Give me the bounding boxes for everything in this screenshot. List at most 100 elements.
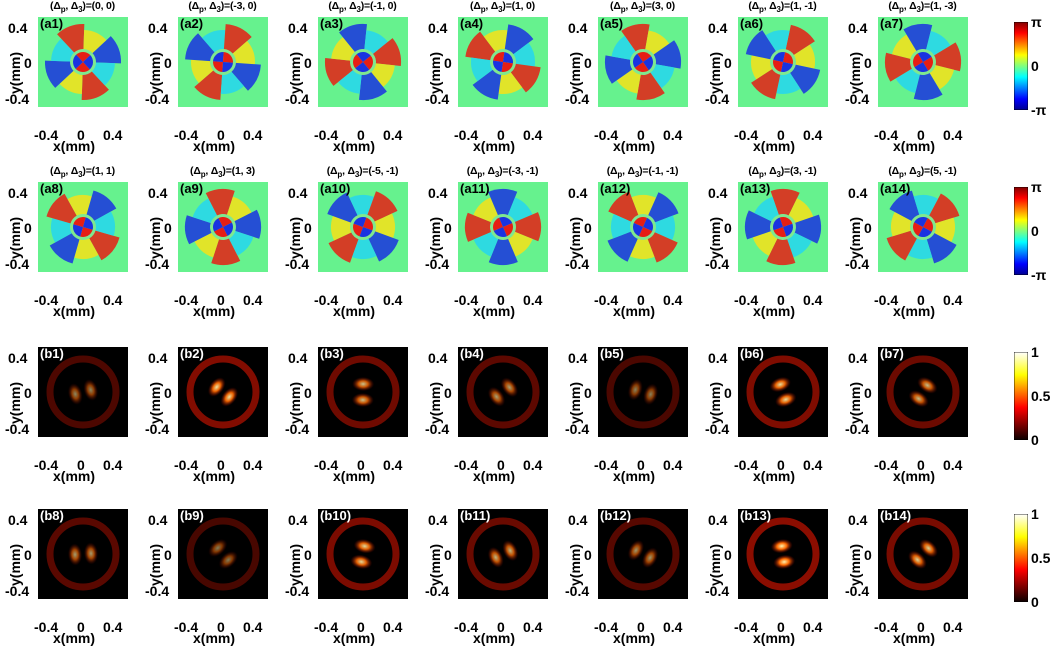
colorbar-tick-label: π: [1031, 14, 1042, 30]
x-axis-label: x(mm): [613, 468, 656, 484]
phase-map: [598, 17, 688, 107]
subplot: (b5) 0.4 0 -0.4 -0.4 0 0.4 y(mm) x(mm): [560, 330, 689, 484]
panel-label: (b9): [180, 508, 204, 523]
panel-title: (Δp, Δ3)=(-3, 0): [188, 0, 257, 15]
subplot: (Δp, Δ3)=(3, 0) (a5) 0.4 0 -0.4 -0.4 0 0.4 y(mm)…: [560, 0, 689, 154]
y-axis-label: y(mm): [707, 51, 723, 94]
x-tick-label: 0.4: [943, 619, 963, 635]
y-tick-label: 0: [304, 547, 312, 563]
x-tick-label: 0.4: [103, 457, 123, 473]
x-tick-label: 0.4: [103, 619, 123, 635]
y-tick-label: -0.4: [705, 421, 730, 437]
y-tick-label: -0.4: [705, 91, 730, 107]
y-tick-label: -0.4: [285, 421, 310, 437]
subplot: (Δp, Δ3)=(-3, 0) (a2) 0.4 0 -0.4 -0.4 0 0.4 y(mm…: [140, 0, 269, 154]
subplot: (b7) 0.4 0 -0.4 -0.4 0 0.4 y(mm) x(mm): [840, 330, 969, 484]
x-tick-label: 0: [777, 619, 785, 635]
y-tick-label: 0: [864, 385, 872, 401]
y-tick-label: 0: [864, 547, 872, 563]
x-tick-label: 0: [777, 457, 785, 473]
panel-title: (Δp, Δ3)=(1, 3): [190, 165, 255, 180]
intensity-map: [38, 509, 128, 599]
x-axis-label: x(mm): [893, 468, 936, 484]
y-tick-label: -0.4: [285, 256, 310, 272]
y-tick-label: 0.4: [708, 185, 728, 201]
y-tick-label: 0.4: [708, 350, 728, 366]
x-tick-label: 0: [637, 457, 645, 473]
y-axis-label: y(mm): [147, 543, 163, 586]
y-tick-label: 0: [444, 220, 452, 236]
panel-label: (a14): [880, 181, 911, 196]
x-tick-label: 0: [637, 292, 645, 308]
x-tick-label: 0: [917, 619, 925, 635]
y-tick-label: -0.4: [705, 256, 730, 272]
x-tick-label: 0: [77, 457, 85, 473]
x-tick-label: 0.4: [243, 457, 263, 473]
y-tick-label: 0.4: [568, 185, 588, 201]
colorbar-tick-label: 0: [1031, 432, 1039, 448]
y-axis-label: y(mm): [847, 51, 863, 94]
panel-title: (Δp, Δ3)=(3, -1): [748, 165, 817, 180]
x-tick-label: -0.4: [874, 457, 899, 473]
intensity-map: [38, 347, 128, 437]
x-tick-label: 0.4: [383, 457, 403, 473]
panel-label: (a4): [460, 16, 484, 31]
panel-label: (a5): [600, 16, 624, 31]
x-tick-label: 0.4: [383, 127, 403, 143]
x-axis-label: x(mm): [613, 303, 656, 319]
subplot: (Δp, Δ3)=(1, -1) (a6) 0.4 0 -0.4 -0.4 0 0.4 y(mm…: [700, 0, 829, 154]
x-tick-label: -0.4: [874, 619, 899, 635]
y-axis-label: y(mm): [427, 51, 443, 94]
x-axis-label: x(mm): [333, 138, 376, 154]
y-tick-label: 0: [24, 220, 32, 236]
y-axis-label: y(mm): [7, 216, 23, 259]
colorbar-tick-label: 0: [1031, 594, 1039, 610]
y-axis-label: y(mm): [147, 51, 163, 94]
panel-label: (a12): [600, 181, 631, 196]
intensity-map: [318, 509, 408, 599]
subplot: (Δp, Δ3)=(1, 0) (a4) 0.4 0 -0.4 -0.4 0 0.4 y(mm)…: [420, 0, 549, 154]
x-tick-label: -0.4: [314, 292, 339, 308]
panel-title: (Δp, Δ3)=(1, 1): [50, 165, 115, 180]
y-tick-label: 0.4: [8, 185, 28, 201]
y-tick-label: 0.4: [568, 350, 588, 366]
subplot: (Δp, Δ3)=(3, -1) (a13) 0.4 0 -0.4 -0.4 0 0.4 y(m…: [700, 165, 829, 319]
x-tick-label: 0: [77, 127, 85, 143]
colorbar-tick-label: 0: [1031, 223, 1039, 239]
y-axis-label: y(mm): [287, 543, 303, 586]
x-tick-label: 0.4: [943, 457, 963, 473]
y-tick-label: 0: [864, 220, 872, 236]
y-tick-label: 0.4: [428, 350, 448, 366]
x-tick-label: 0: [497, 127, 505, 143]
colorbar-tick-label: 0.5: [1031, 550, 1051, 566]
subplot: (Δp, Δ3)=(1, 1) (a8) 0.4 0 -0.4 -0.4 0 0.4 y(mm)…: [0, 165, 129, 319]
panel-label: (a1): [40, 16, 64, 31]
subplot: (Δp, Δ3)=(1, -3) (a7) 0.4 0 -0.4 -0.4 0 0.4 y(mm…: [840, 0, 969, 154]
y-tick-label: -0.4: [425, 583, 450, 599]
subplot: (b3) 0.4 0 -0.4 -0.4 0 0.4 y(mm) x(mm): [280, 330, 409, 484]
x-axis-label: x(mm): [753, 138, 796, 154]
panel-label: (a3): [320, 16, 344, 31]
x-tick-label: -0.4: [454, 127, 479, 143]
x-axis-label: x(mm): [193, 138, 236, 154]
y-axis-label: y(mm): [427, 543, 443, 586]
y-tick-label: 0: [304, 55, 312, 71]
x-tick-label: -0.4: [174, 127, 199, 143]
panel-label: (a13): [740, 181, 771, 196]
colorbar-tick-label: -π: [1031, 102, 1047, 118]
y-tick-label: -0.4: [425, 421, 450, 437]
y-tick-label: 0: [864, 55, 872, 71]
x-axis-label: x(mm): [193, 630, 236, 646]
y-tick-label: 0: [304, 220, 312, 236]
x-axis-label: x(mm): [333, 468, 376, 484]
x-axis-label: x(mm): [473, 630, 516, 646]
y-axis-label: y(mm): [147, 381, 163, 424]
x-axis-label: x(mm): [53, 303, 96, 319]
y-tick-label: 0: [724, 220, 732, 236]
x-axis-label: x(mm): [473, 303, 516, 319]
subplot: (Δp, Δ3)=(-3, -1) (a11) 0.4 0 -0.4 -0.4 0 0.4 y(…: [420, 165, 549, 319]
x-axis-label: x(mm): [53, 468, 96, 484]
x-tick-label: -0.4: [734, 127, 759, 143]
x-tick-label: 0.4: [523, 457, 543, 473]
